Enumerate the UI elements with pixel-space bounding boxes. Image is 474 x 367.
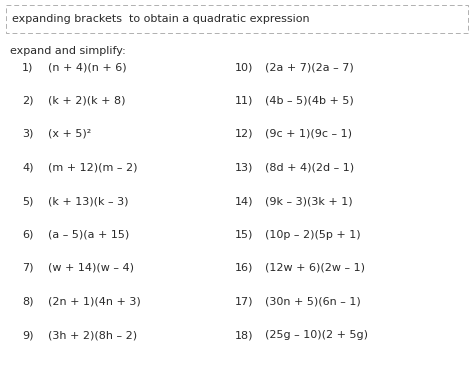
Text: 13): 13) [235,163,254,172]
Text: (10p – 2)(5p + 1): (10p – 2)(5p + 1) [265,229,361,240]
Text: 11): 11) [235,95,254,105]
Text: 14): 14) [235,196,254,206]
Text: (9k – 3)(3k + 1): (9k – 3)(3k + 1) [265,196,353,206]
Text: (k + 2)(k + 8): (k + 2)(k + 8) [48,95,126,105]
Text: (a – 5)(a + 15): (a – 5)(a + 15) [48,229,129,240]
Text: (3h + 2)(8h – 2): (3h + 2)(8h – 2) [48,330,137,340]
Text: 2): 2) [22,95,34,105]
Text: 3): 3) [22,129,33,139]
Text: 5): 5) [22,196,33,206]
Text: 4): 4) [22,163,34,172]
Text: (8d + 4)(2d – 1): (8d + 4)(2d – 1) [265,163,354,172]
Text: 16): 16) [235,263,254,273]
Text: expand and simplify:: expand and simplify: [10,46,126,56]
Text: (m + 12)(m – 2): (m + 12)(m – 2) [48,163,137,172]
Text: (w + 14)(w – 4): (w + 14)(w – 4) [48,263,134,273]
Text: (2a + 7)(2a – 7): (2a + 7)(2a – 7) [265,62,354,72]
Text: (12w + 6)(2w – 1): (12w + 6)(2w – 1) [265,263,365,273]
Text: expanding brackets  to obtain a quadratic expression: expanding brackets to obtain a quadratic… [12,14,310,24]
Text: 1): 1) [22,62,33,72]
Text: 18): 18) [235,330,254,340]
FancyBboxPatch shape [6,5,468,33]
Text: (9c + 1)(9c – 1): (9c + 1)(9c – 1) [265,129,352,139]
Text: 7): 7) [22,263,34,273]
Text: 8): 8) [22,297,34,306]
Text: (x + 5)²: (x + 5)² [48,129,91,139]
Text: (2n + 1)(4n + 3): (2n + 1)(4n + 3) [48,297,141,306]
Text: 6): 6) [22,229,33,240]
Text: (k + 13)(k – 3): (k + 13)(k – 3) [48,196,128,206]
Text: (25g – 10)(2 + 5g): (25g – 10)(2 + 5g) [265,330,368,340]
Text: (n + 4)(n + 6): (n + 4)(n + 6) [48,62,127,72]
Text: 17): 17) [235,297,254,306]
Text: 10): 10) [235,62,254,72]
Text: 9): 9) [22,330,34,340]
Text: 15): 15) [235,229,254,240]
Text: (30n + 5)(6n – 1): (30n + 5)(6n – 1) [265,297,361,306]
Text: (4b – 5)(4b + 5): (4b – 5)(4b + 5) [265,95,354,105]
Text: 12): 12) [235,129,254,139]
